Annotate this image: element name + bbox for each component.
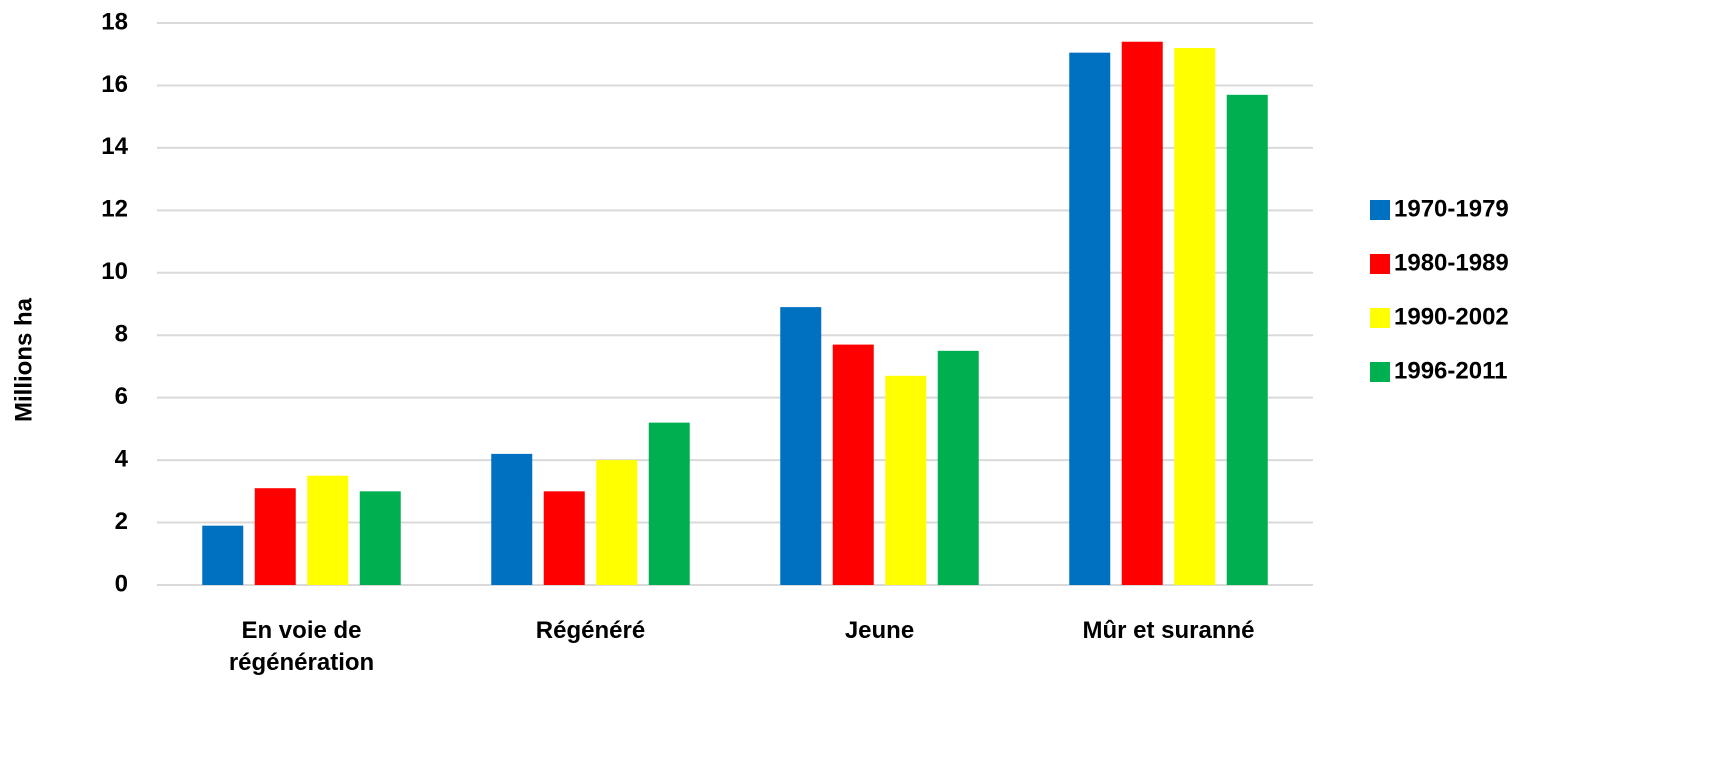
bar — [1069, 52, 1111, 585]
bar — [596, 460, 638, 585]
legend-swatch — [1370, 308, 1390, 328]
legend-swatch — [1370, 254, 1390, 274]
bar — [1174, 47, 1216, 585]
bar — [937, 350, 979, 585]
y-tick-label: 18 — [101, 8, 128, 35]
bar — [1121, 41, 1163, 585]
legend-swatch — [1370, 200, 1390, 220]
y-tick-label: 0 — [115, 570, 128, 597]
bar — [307, 475, 349, 585]
legend-label: 1990-2002 — [1394, 303, 1509, 330]
y-tick-label: 14 — [101, 133, 128, 160]
y-tick-label: 2 — [115, 508, 128, 535]
legend-swatch — [1370, 362, 1390, 382]
y-axis-label: Millions ha — [10, 297, 37, 422]
legend-label: 1980-1989 — [1394, 249, 1509, 276]
x-tick-label: Régénéré — [535, 617, 646, 644]
bar — [885, 375, 927, 585]
y-tick-label: 8 — [115, 321, 128, 348]
bar — [543, 491, 585, 585]
y-tick-label: 6 — [115, 383, 128, 410]
y-tick-label: 4 — [115, 445, 129, 472]
bar — [832, 344, 874, 585]
y-tick-label: 10 — [101, 258, 128, 285]
y-tick-label: 16 — [101, 71, 128, 98]
x-tick-label: Jeune — [844, 617, 915, 644]
bar — [648, 422, 690, 585]
bar — [202, 525, 244, 585]
legend-label: 1970-1979 — [1394, 195, 1509, 222]
bar — [491, 453, 533, 585]
legend-label: 1996-2011 — [1394, 357, 1507, 384]
bar — [780, 307, 822, 585]
x-tick-label: En voie de régénération — [228, 617, 375, 676]
x-tick-label: Mûr et suranné — [1082, 617, 1255, 644]
bar — [1226, 94, 1268, 586]
bar — [359, 491, 401, 585]
bar — [254, 488, 296, 585]
y-tick-label: 12 — [101, 196, 128, 223]
